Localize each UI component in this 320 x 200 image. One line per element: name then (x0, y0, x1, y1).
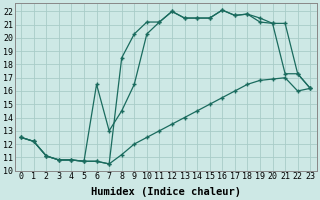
X-axis label: Humidex (Indice chaleur): Humidex (Indice chaleur) (91, 186, 241, 197)
